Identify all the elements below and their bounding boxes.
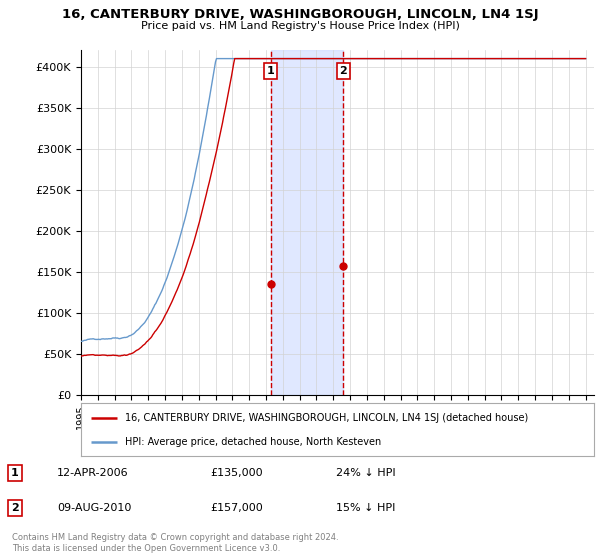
- Bar: [271, 50, 343, 395]
- Text: £157,000: £157,000: [210, 503, 263, 513]
- Text: 16, CANTERBURY DRIVE, WASHINGBOROUGH, LINCOLN, LN4 1SJ: 16, CANTERBURY DRIVE, WASHINGBOROUGH, LI…: [62, 8, 538, 21]
- Text: Contains HM Land Registry data © Crown copyright and database right 2024.
This d: Contains HM Land Registry data © Crown c…: [12, 533, 338, 553]
- Text: 09-AUG-2010: 09-AUG-2010: [57, 503, 131, 513]
- Text: £135,000: £135,000: [210, 468, 263, 478]
- Text: 1: 1: [11, 468, 19, 478]
- Text: 16, CANTERBURY DRIVE, WASHINGBOROUGH, LINCOLN, LN4 1SJ (detached house): 16, CANTERBURY DRIVE, WASHINGBOROUGH, LI…: [125, 413, 528, 423]
- Text: 2: 2: [11, 503, 19, 513]
- Text: HPI: Average price, detached house, North Kesteven: HPI: Average price, detached house, Nort…: [125, 436, 381, 446]
- Text: Price paid vs. HM Land Registry's House Price Index (HPI): Price paid vs. HM Land Registry's House …: [140, 21, 460, 31]
- Text: 12-APR-2006: 12-APR-2006: [57, 468, 128, 478]
- Text: 15% ↓ HPI: 15% ↓ HPI: [336, 503, 395, 513]
- Text: 24% ↓ HPI: 24% ↓ HPI: [336, 468, 395, 478]
- Text: 1: 1: [267, 66, 275, 76]
- Text: 2: 2: [340, 66, 347, 76]
